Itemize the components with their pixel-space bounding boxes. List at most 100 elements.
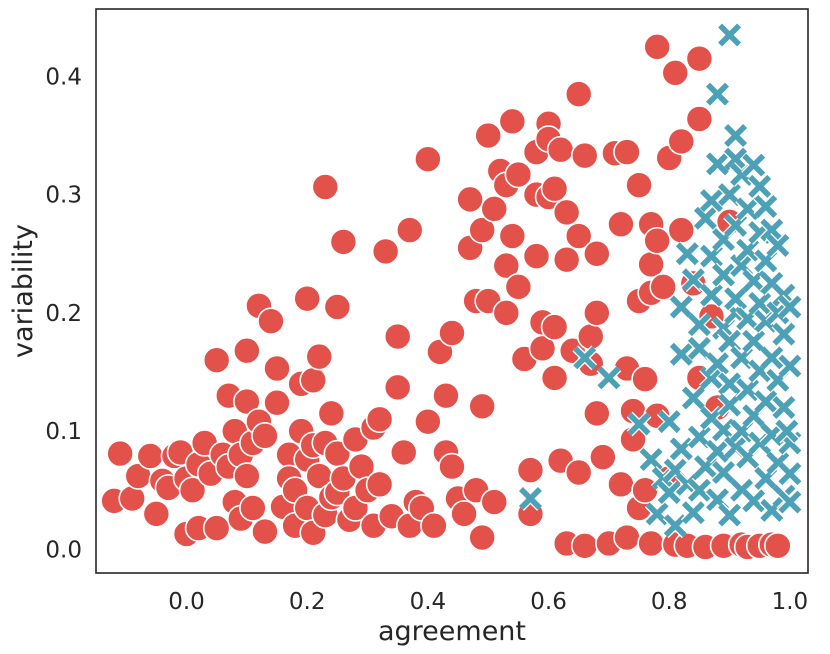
circle-point: [251, 422, 279, 450]
circle-point: [570, 532, 599, 560]
circle-point: [311, 173, 340, 201]
x-point: [742, 269, 766, 293]
x-point: [724, 147, 748, 171]
circle-point: [764, 532, 792, 560]
x-point: [760, 346, 784, 370]
x-point: [718, 183, 742, 207]
circle-point: [583, 299, 611, 327]
x-point: [706, 152, 729, 176]
x-point: [706, 439, 729, 463]
x-point: [706, 352, 729, 376]
circle-point: [631, 476, 659, 505]
circle-point: [589, 443, 617, 471]
circle-point: [383, 373, 412, 402]
x-point: [669, 295, 693, 319]
x-point: [699, 283, 723, 307]
circle-point: [293, 284, 321, 313]
y-tick-label: 0.4: [45, 64, 82, 90]
circle-point: [365, 405, 394, 434]
ticks-layer: 0.0 0.2 0.4 0.6 0.8 1.0 0.0 0.1 0.2 0.3 0.4: [45, 64, 808, 615]
circle-point: [414, 407, 442, 436]
x-point: [766, 233, 790, 257]
circle-point: [383, 322, 412, 351]
y-tick-label: 0.1: [45, 419, 82, 445]
circle-point: [661, 59, 690, 87]
x-point: [699, 189, 723, 213]
circle-point: [583, 239, 611, 268]
circle-point: [685, 44, 714, 73]
x-tick-label: 0.2: [289, 589, 326, 615]
circle-point: [299, 366, 328, 395]
circle-point: [468, 216, 496, 244]
circle-point: [142, 500, 171, 528]
x-point: [718, 372, 742, 396]
circle-point: [233, 336, 261, 365]
circle-point: [468, 392, 496, 421]
x-point: [748, 291, 772, 315]
circle-point: [239, 494, 267, 522]
plot-frame: [95, 8, 809, 574]
circle-point: [522, 242, 551, 270]
circle-point: [305, 342, 334, 371]
circle-point: [202, 514, 231, 542]
circle-point: [395, 216, 424, 244]
circle-point: [263, 388, 291, 417]
x-point: [736, 378, 760, 402]
circle-point: [564, 458, 593, 487]
circle-point: [420, 511, 448, 540]
circle-point: [438, 319, 466, 347]
circle-point: [492, 251, 521, 280]
x-point: [778, 354, 802, 378]
x-axis-label: agreement: [378, 616, 526, 647]
x-point: [718, 393, 742, 417]
circle-point: [631, 365, 659, 393]
circle-point: [492, 299, 521, 327]
x-point: [645, 502, 669, 526]
circle-point: [540, 364, 569, 392]
circle-point: [607, 210, 635, 238]
circle-point: [540, 174, 569, 203]
circle-point: [504, 273, 533, 301]
x-point: [627, 412, 651, 436]
x-point: [639, 448, 663, 471]
circle-point: [552, 245, 581, 274]
circle-point: [570, 141, 599, 170]
x-point: [742, 153, 766, 177]
circle-point: [263, 354, 291, 383]
x-point: [669, 342, 693, 366]
x-tick-label: 1.0: [772, 589, 809, 615]
x-point: [754, 390, 778, 414]
x-point: [687, 336, 711, 360]
x-point: [712, 461, 736, 484]
y-tick-label: 0.2: [45, 301, 82, 327]
circle-point: [371, 237, 400, 266]
x-point: [724, 124, 748, 147]
circle-point: [257, 307, 285, 335]
circle-point: [456, 185, 484, 214]
x-point: [518, 487, 542, 510]
x-point: [706, 82, 729, 106]
circle-point: [576, 322, 605, 351]
y-tick-label: 0.0: [45, 537, 82, 563]
x-point: [657, 410, 681, 434]
x-point: [693, 206, 717, 230]
circle-point: [474, 121, 503, 150]
circle-point: [613, 523, 641, 552]
circle-point: [498, 222, 527, 250]
circle-point: [329, 228, 358, 256]
x-point: [748, 174, 772, 198]
x-tick-label: 0.4: [410, 589, 447, 615]
circle-point: [317, 399, 346, 428]
x-tick-label: 0.8: [651, 589, 688, 615]
circle-point: [643, 33, 671, 61]
circle-point: [480, 488, 509, 516]
circle-point: [323, 293, 352, 321]
x-point: [742, 489, 766, 513]
circle-point: [564, 222, 593, 250]
x-point: [597, 366, 621, 390]
circle-point: [233, 462, 261, 490]
x-point: [760, 218, 784, 242]
x-point: [687, 478, 711, 502]
circle-point: [546, 135, 575, 164]
circle-point: [643, 226, 671, 255]
